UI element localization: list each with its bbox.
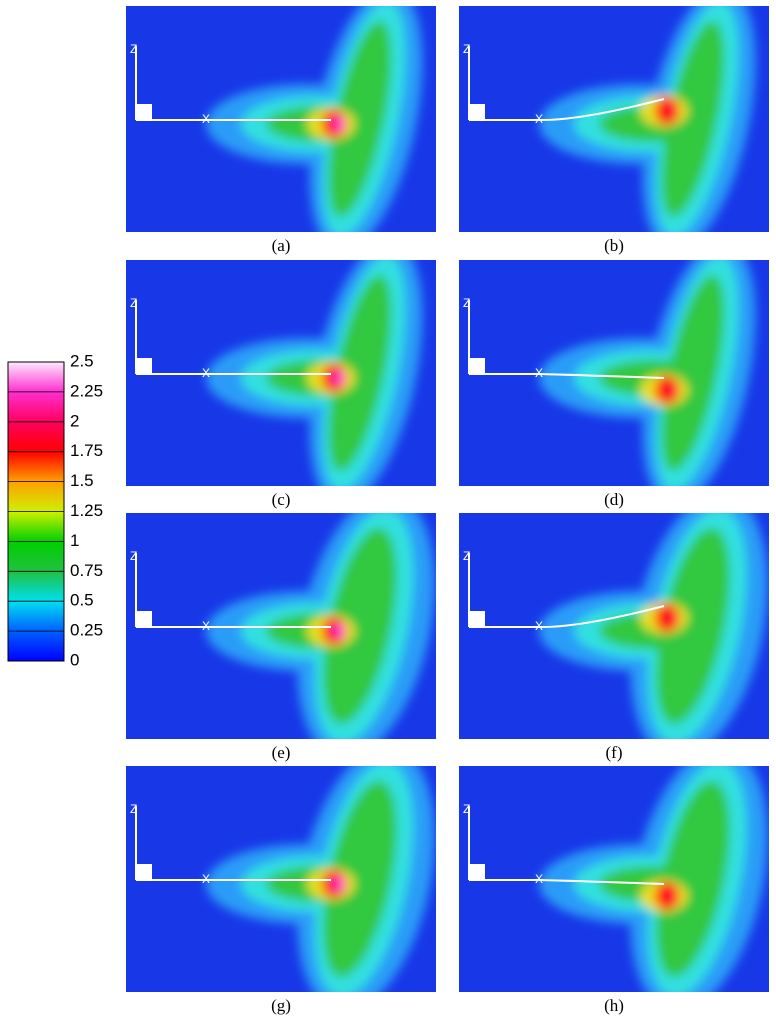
panel-label: (g)	[271, 996, 291, 1015]
panel-label: (c)	[272, 490, 291, 509]
colorbar-label: 1	[70, 531, 79, 550]
z-label: Z	[130, 296, 137, 310]
x-label: X	[535, 619, 543, 633]
contour-plot: ZX	[459, 766, 769, 992]
blade	[469, 373, 665, 379]
field	[206, 513, 435, 739]
z-label: Z	[130, 802, 137, 816]
contour-plot: ZX	[459, 260, 769, 486]
magenta-core	[667, 889, 677, 903]
contour-plot: ZX	[459, 513, 769, 739]
panel-label: (b)	[604, 236, 624, 255]
origin-box	[136, 358, 152, 374]
colorbar-label: 1.25	[70, 501, 103, 520]
panel-label: (e)	[272, 743, 291, 762]
field	[539, 6, 756, 232]
colorbar-label: 1.75	[70, 441, 103, 460]
colorbar-label: 1.5	[70, 471, 94, 490]
field	[539, 766, 768, 992]
z-label: Z	[463, 802, 470, 816]
panel: ZX(g)	[126, 766, 436, 1015]
z-label: Z	[463, 549, 470, 563]
panel-label: (a)	[272, 236, 291, 255]
panel: ZX(c)	[126, 260, 436, 509]
panel: ZX(e)	[126, 513, 436, 762]
contour-plot: ZX	[126, 260, 436, 486]
origin-box	[136, 104, 152, 120]
field	[539, 513, 768, 739]
magenta-core	[334, 877, 344, 891]
colorbar: 2.5 2.25 2 1.75 1.5 1.25 1 0.75 0.5 0.25 0	[7, 351, 103, 669]
panel: ZX(d)	[459, 260, 769, 509]
field	[539, 260, 756, 486]
z-label: Z	[130, 42, 137, 56]
x-label: X	[202, 366, 210, 380]
field	[206, 260, 423, 486]
x-label: X	[202, 619, 210, 633]
panel: ZX(a)	[126, 6, 436, 255]
blade	[469, 98, 665, 122]
blade	[469, 879, 665, 885]
contour-plot: ZX	[126, 513, 436, 739]
origin-box	[469, 104, 485, 120]
origin-box	[469, 358, 485, 374]
origin-box	[136, 864, 152, 880]
panel: ZX(f)	[459, 513, 769, 762]
contour-plot: ZX	[459, 6, 769, 232]
colorbar-label: 0.25	[70, 621, 103, 640]
origin-box	[469, 611, 485, 627]
contour-plot: ZX	[126, 766, 436, 992]
magenta-core	[667, 104, 677, 118]
x-label: X	[535, 112, 543, 126]
magenta-core	[334, 117, 344, 131]
magenta-core	[667, 611, 677, 625]
x-label: X	[202, 872, 210, 886]
x-label: X	[535, 872, 543, 886]
colorbar-label: 2.5	[70, 351, 94, 370]
x-label: X	[535, 366, 543, 380]
z-label: Z	[463, 296, 470, 310]
colorbar-label: 2.25	[70, 381, 103, 400]
contour-plot: ZX	[126, 6, 436, 232]
field	[206, 6, 423, 232]
magenta-core	[334, 624, 344, 638]
z-label: Z	[130, 549, 137, 563]
z-label: Z	[463, 42, 470, 56]
panel-label: (f)	[606, 743, 623, 762]
colorbar-label: 0.75	[70, 561, 103, 580]
colorbar-label: 2	[70, 411, 79, 430]
colorbar-label: 0.5	[70, 591, 94, 610]
blade	[469, 605, 665, 629]
x-label: X	[202, 112, 210, 126]
panel: ZX(h)	[459, 766, 769, 1015]
field	[206, 766, 435, 992]
origin-box	[136, 611, 152, 627]
magenta-core	[334, 371, 344, 385]
origin-box	[469, 864, 485, 880]
colorbar-label: 0	[70, 650, 79, 669]
panel-label: (d)	[604, 490, 624, 509]
panel: ZX(b)	[459, 6, 769, 255]
panel-label: (h)	[604, 996, 624, 1015]
magenta-core	[667, 383, 677, 397]
